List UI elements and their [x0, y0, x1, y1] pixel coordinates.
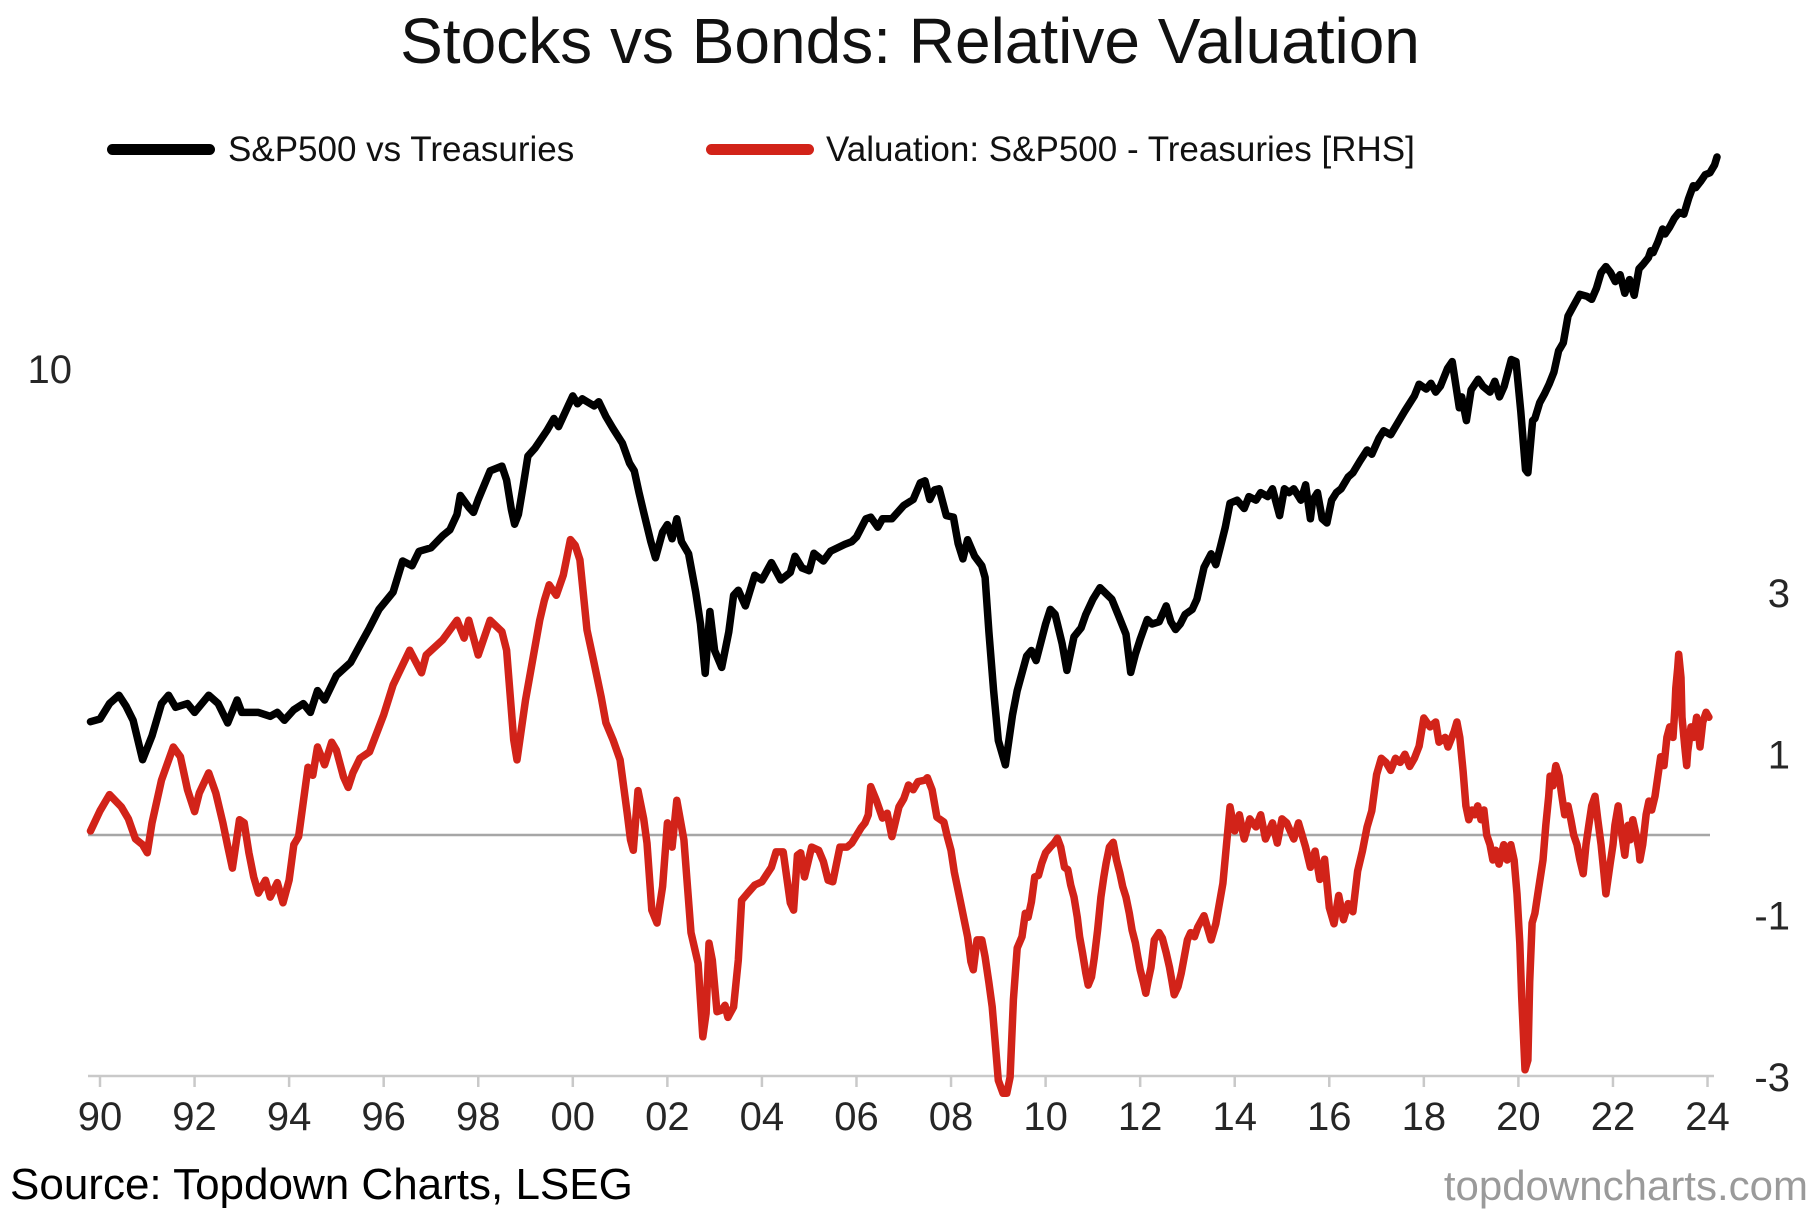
x-tick-label: 92 [172, 1095, 217, 1139]
chart-title: Stocks vs Bonds: Relative Valuation [400, 5, 1420, 77]
y-right-tick-label: -3 [1754, 1056, 1790, 1100]
x-tick-label: 94 [267, 1095, 312, 1139]
x-tick-label: 16 [1307, 1095, 1352, 1139]
red-line-swatch-icon [706, 144, 814, 155]
x-tick-label: 12 [1118, 1095, 1163, 1139]
y-right-tick-label: 1 [1768, 733, 1790, 777]
x-tick-label: 90 [78, 1095, 123, 1139]
x-tick-label: 08 [929, 1095, 974, 1139]
x-tick-label: 10 [1023, 1095, 1068, 1139]
x-tick-label: 18 [1402, 1095, 1447, 1139]
x-tick-label: 04 [740, 1095, 785, 1139]
x-tick-label: 14 [1212, 1095, 1257, 1139]
legend-label: Valuation: S&P500 - Treasuries [RHS] [826, 130, 1415, 169]
valuation-spread-line [86, 535, 1713, 1097]
legend-label: S&P500 vs Treasuries [228, 130, 575, 169]
x-tick-label: 20 [1496, 1095, 1541, 1139]
y-right-tick-label: -1 [1754, 895, 1790, 939]
x-tick-label: 22 [1591, 1095, 1636, 1139]
x-tick-label: 00 [551, 1095, 596, 1139]
sp500-vs-treasuries-line [86, 153, 1721, 769]
x-tick-label: 06 [834, 1095, 879, 1139]
black-line-swatch-icon [107, 144, 215, 155]
source-text: Source: Topdown Charts, LSEG [10, 1160, 633, 1209]
legend: S&P500 vs Treasuries Valuation: S&P500 -… [0, 120, 1820, 180]
y-right-tick-label: 3 [1768, 572, 1790, 616]
x-tick-label: 24 [1685, 1095, 1730, 1139]
x-tick-label: 98 [456, 1095, 501, 1139]
x-tick-label: 96 [361, 1095, 406, 1139]
x-tick-label: 02 [645, 1095, 690, 1139]
watermark-text: topdowncharts.com [1443, 1162, 1808, 1209]
y-left-tick-label: 10 [28, 348, 73, 392]
